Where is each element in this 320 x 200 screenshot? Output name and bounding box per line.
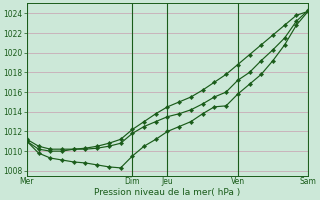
X-axis label: Pression niveau de la mer( hPa ): Pression niveau de la mer( hPa ) xyxy=(94,188,241,197)
